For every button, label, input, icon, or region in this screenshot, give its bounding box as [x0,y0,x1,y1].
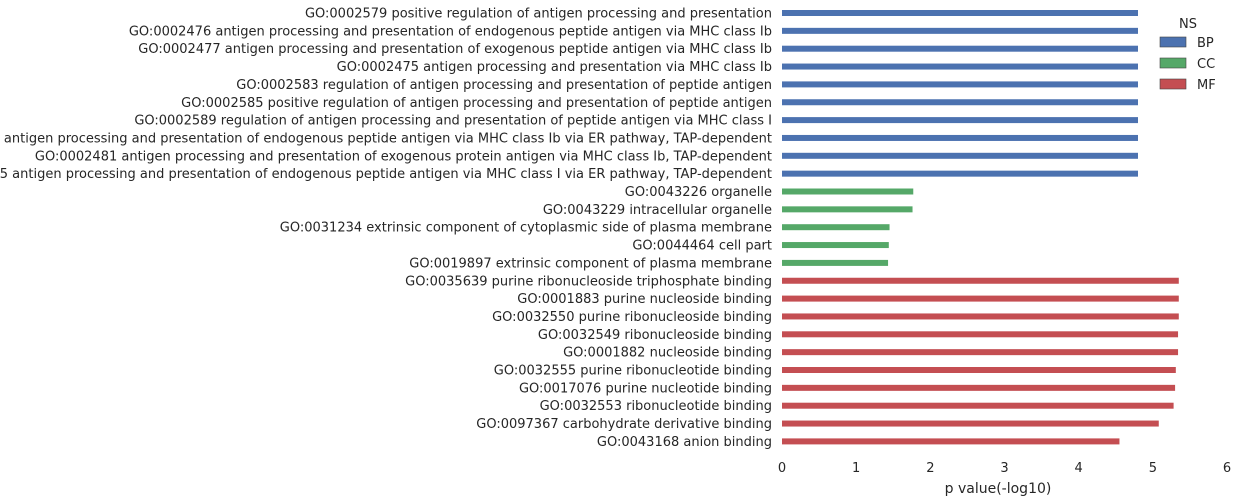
x-axis-label: p value(-log10) [945,481,1052,497]
category-label: GO:0002489 antigen processing and presen… [0,131,772,146]
bar-bp [782,134,1138,141]
category-label: GO:0019897 extrinsic component of plasma… [409,256,772,271]
legend-swatch-bp [1159,36,1187,48]
category-label: GO:0032555 purine ribonucleotide binding [494,364,772,379]
category-label: GO:0032553 ribonucleotide binding [540,399,772,414]
category-label: GO:0002585 positive regulation of antige… [181,96,772,111]
category-label: GO:0002477 antigen processing and presen… [138,42,772,57]
category-label: GO:0043226 organelle [625,185,772,200]
bar-bp [782,99,1138,106]
bar-mf [782,402,1174,409]
category-label: GO:0032549 ribonucleoside binding [538,328,772,343]
bar-cc [782,242,889,249]
bar-bp [782,170,1138,177]
bar-mf [782,367,1176,373]
category-label: GO:0043168 anion binding [597,435,772,450]
category-label: GO:0002475 antigen processing and presen… [337,60,772,75]
category-label: GO:0002476 antigen processing and presen… [129,24,772,39]
x-tick-label: 1 [852,461,860,476]
legend: NS BP CC MF [1159,17,1216,93]
bar-mf [782,384,1176,391]
bar-bp [782,81,1138,88]
bar-bp [782,10,1138,16]
x-tick-label: 4 [1075,461,1083,476]
bar-cc [782,206,913,213]
legend-label-mf: MF [1197,78,1216,93]
bar-bp [782,63,1138,70]
category-label: GO:0031234 extrinsic component of cytopl… [280,221,772,236]
category-label: GO:0035639 purine ribonucleoside triphos… [405,274,772,289]
bar-bp [782,27,1138,34]
category-label: GO:0043229 intracellular organelle [543,203,772,218]
legend-label-cc: CC [1197,57,1215,72]
category-label: GO:0001882 nucleoside binding [563,346,772,361]
category-label: GO:0017076 purine nucleotide binding [519,381,772,396]
x-tick-label: 3 [1000,461,1008,476]
bar-bp [782,152,1138,159]
category-label: GO:0002583 regulation of antigen process… [236,78,772,93]
bar-mf [782,313,1179,320]
bar-cc [782,224,890,231]
category-label: GO:0001883 purine nucleoside binding [517,292,772,307]
bar-mf [782,277,1179,284]
category-label: GO:0002579 positive regulation of antige… [305,7,772,22]
category-label: GO:0002481 antigen processing and presen… [35,149,772,164]
bar-bp [782,117,1138,124]
category-label: GO:0002589 regulation of antigen process… [134,114,772,129]
bar-mf [782,295,1179,302]
category-labels: GO:0002579 positive regulation of antige… [0,7,772,450]
bar-bp [782,45,1138,52]
legend-title: NS [1179,17,1197,32]
bar-cc [782,259,889,266]
x-tick-label: 6 [1223,461,1231,476]
category-label: GO:0044464 cell part [632,239,772,254]
legend-items: BP CC MF [1159,36,1216,93]
legend-swatch-cc [1159,57,1187,69]
bar-mf [782,349,1179,356]
category-label: GO:0002485 antigen processing and presen… [0,167,772,182]
bars-group [782,10,1179,445]
x-tick-label: 0 [778,461,786,476]
legend-swatch-mf [1159,78,1187,90]
category-label: GO:0032550 purine ribonucleoside binding [492,310,772,325]
category-label: GO:0097367 carbohydrate derivative bindi… [476,417,772,432]
x-axis-ticks: 0 1 2 3 4 5 6 [778,461,1231,476]
x-tick-label: 5 [1149,461,1157,476]
x-tick-label: 2 [926,461,934,476]
bar-mf [782,420,1159,427]
bar-mf [782,331,1179,338]
legend-label-bp: BP [1197,36,1214,51]
bar-cc [782,188,914,195]
bar-mf [782,438,1120,445]
